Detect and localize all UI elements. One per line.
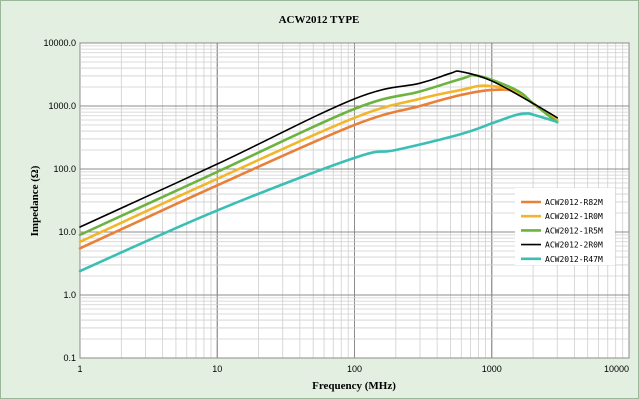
y-axis-label: Impedance (Ω) xyxy=(29,165,41,236)
series-lines xyxy=(78,70,559,273)
x-tick-label: 1000 xyxy=(482,364,502,374)
legend-label: ACW2012-R47M xyxy=(545,255,603,264)
chart-title: ACW2012 TYPE xyxy=(279,14,360,26)
y-tick-label: 10.0 xyxy=(58,227,76,237)
x-tick-label: 1 xyxy=(77,364,82,374)
series-line-acw2012-2r0m xyxy=(79,70,559,228)
legend-label: ACW2012-2R0M xyxy=(545,241,603,250)
y-tick-label: 100.0 xyxy=(53,164,76,174)
legend-label: ACW2012-1R5M xyxy=(545,226,603,235)
y-tick-label: 0.1 xyxy=(63,353,76,363)
x-tick-label: 100 xyxy=(347,364,362,374)
series-line-acw2012-r47m xyxy=(78,112,559,273)
y-tick-label: 10000.0 xyxy=(43,38,76,48)
y-tick-label: 1.0 xyxy=(63,290,76,300)
x-tick-label: 10000 xyxy=(604,364,629,374)
tick-labels: 0.1 1.0 10.0 100.0 1000.0 10000.0 1 10 100 1000 10… xyxy=(43,38,629,374)
x-tick-label: 10 xyxy=(212,364,222,374)
legend-label: ACW2012-1R0M xyxy=(545,212,603,221)
series-line-acw2012-1r5m xyxy=(78,73,559,237)
legend: ACW2012-R82M ACW2012-1R0M ACW2012-1R5M ACW2… xyxy=(515,188,615,265)
legend-label: ACW2012-R82M xyxy=(545,198,603,207)
x-axis-label: Frequency (MHz) xyxy=(312,380,396,392)
y-tick-label: 1000.0 xyxy=(48,101,76,111)
